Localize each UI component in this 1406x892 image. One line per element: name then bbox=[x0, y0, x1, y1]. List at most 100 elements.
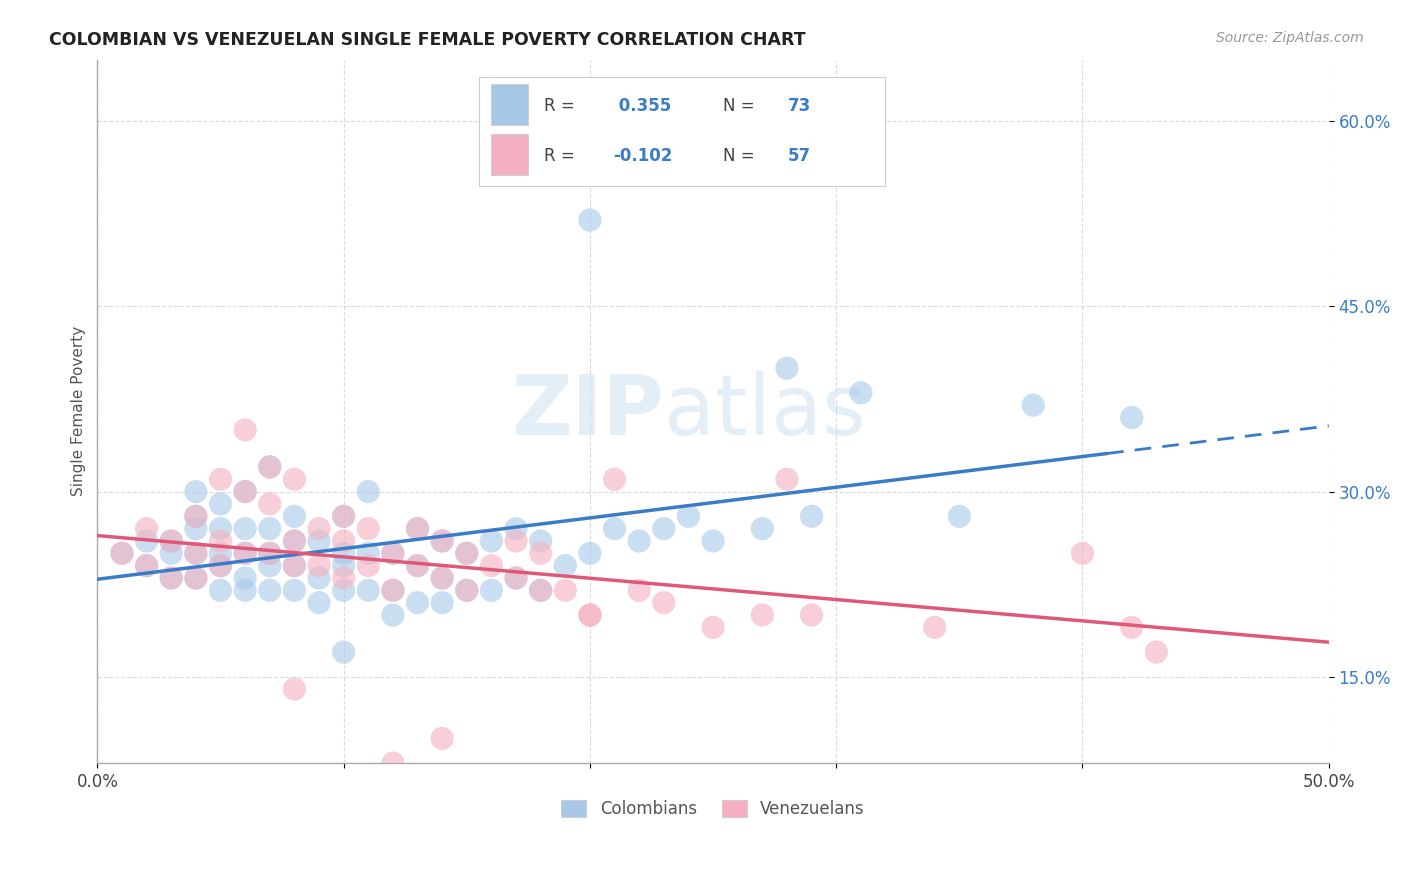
Point bbox=[283, 558, 305, 573]
Point bbox=[530, 583, 553, 598]
Point bbox=[259, 546, 281, 560]
Point bbox=[160, 533, 183, 548]
Point bbox=[209, 522, 232, 536]
Point bbox=[530, 583, 553, 598]
Point bbox=[332, 571, 354, 585]
Point bbox=[357, 546, 380, 560]
Point bbox=[259, 558, 281, 573]
Point bbox=[283, 558, 305, 573]
Point bbox=[233, 522, 256, 536]
Point bbox=[209, 497, 232, 511]
Point bbox=[135, 558, 157, 573]
Point bbox=[481, 583, 503, 598]
Point bbox=[628, 583, 651, 598]
Point bbox=[233, 546, 256, 560]
Point bbox=[259, 497, 281, 511]
Point bbox=[505, 571, 527, 585]
Point bbox=[209, 583, 232, 598]
Point bbox=[406, 522, 429, 536]
Point bbox=[308, 522, 330, 536]
Point bbox=[308, 558, 330, 573]
Point bbox=[332, 645, 354, 659]
Point bbox=[332, 546, 354, 560]
Point bbox=[259, 546, 281, 560]
Point bbox=[381, 583, 404, 598]
Point bbox=[283, 533, 305, 548]
Point bbox=[184, 546, 207, 560]
Point bbox=[1121, 410, 1143, 425]
Point bbox=[308, 571, 330, 585]
Point bbox=[579, 607, 602, 622]
Point bbox=[259, 459, 281, 474]
Point bbox=[283, 682, 305, 697]
Point bbox=[948, 509, 970, 524]
Point bbox=[579, 546, 602, 560]
Point bbox=[209, 546, 232, 560]
Point bbox=[381, 583, 404, 598]
Point bbox=[628, 533, 651, 548]
Point bbox=[135, 522, 157, 536]
Point bbox=[135, 558, 157, 573]
Point bbox=[430, 731, 453, 746]
Point bbox=[430, 571, 453, 585]
Point bbox=[381, 607, 404, 622]
Point bbox=[332, 509, 354, 524]
Point bbox=[751, 522, 773, 536]
Point bbox=[332, 558, 354, 573]
Point bbox=[283, 583, 305, 598]
Point bbox=[259, 583, 281, 598]
Point bbox=[579, 607, 602, 622]
Point bbox=[357, 558, 380, 573]
Point bbox=[603, 472, 626, 486]
Point bbox=[184, 509, 207, 524]
Point bbox=[283, 472, 305, 486]
Point bbox=[554, 583, 576, 598]
Point bbox=[456, 546, 478, 560]
Point bbox=[160, 571, 183, 585]
Point bbox=[481, 558, 503, 573]
Point bbox=[678, 509, 700, 524]
Point bbox=[283, 533, 305, 548]
Point bbox=[160, 533, 183, 548]
Point bbox=[800, 509, 823, 524]
Point bbox=[702, 620, 724, 634]
Point bbox=[259, 459, 281, 474]
Point bbox=[430, 533, 453, 548]
Point bbox=[209, 472, 232, 486]
Point bbox=[1121, 620, 1143, 634]
Text: Source: ZipAtlas.com: Source: ZipAtlas.com bbox=[1216, 31, 1364, 45]
Point bbox=[332, 509, 354, 524]
Point bbox=[406, 596, 429, 610]
Point bbox=[283, 509, 305, 524]
Point bbox=[579, 213, 602, 227]
Point bbox=[456, 583, 478, 598]
Point bbox=[776, 361, 799, 376]
Y-axis label: Single Female Poverty: Single Female Poverty bbox=[72, 326, 86, 497]
Point bbox=[184, 509, 207, 524]
Point bbox=[209, 558, 232, 573]
Point bbox=[160, 571, 183, 585]
Point bbox=[381, 546, 404, 560]
Point bbox=[209, 533, 232, 548]
Point bbox=[357, 522, 380, 536]
Point bbox=[505, 533, 527, 548]
Point bbox=[430, 533, 453, 548]
Point bbox=[800, 607, 823, 622]
Text: ZIP: ZIP bbox=[512, 371, 664, 452]
Legend: Colombians, Venezuelans: Colombians, Venezuelans bbox=[555, 794, 872, 825]
Point bbox=[332, 583, 354, 598]
Point bbox=[1071, 546, 1094, 560]
Point bbox=[332, 533, 354, 548]
Point bbox=[430, 596, 453, 610]
Point bbox=[233, 571, 256, 585]
Point bbox=[357, 484, 380, 499]
Point bbox=[430, 571, 453, 585]
Point bbox=[406, 558, 429, 573]
Point bbox=[406, 558, 429, 573]
Point bbox=[381, 756, 404, 771]
Point bbox=[233, 423, 256, 437]
Point bbox=[184, 571, 207, 585]
Point bbox=[135, 533, 157, 548]
Point bbox=[456, 583, 478, 598]
Point bbox=[233, 546, 256, 560]
